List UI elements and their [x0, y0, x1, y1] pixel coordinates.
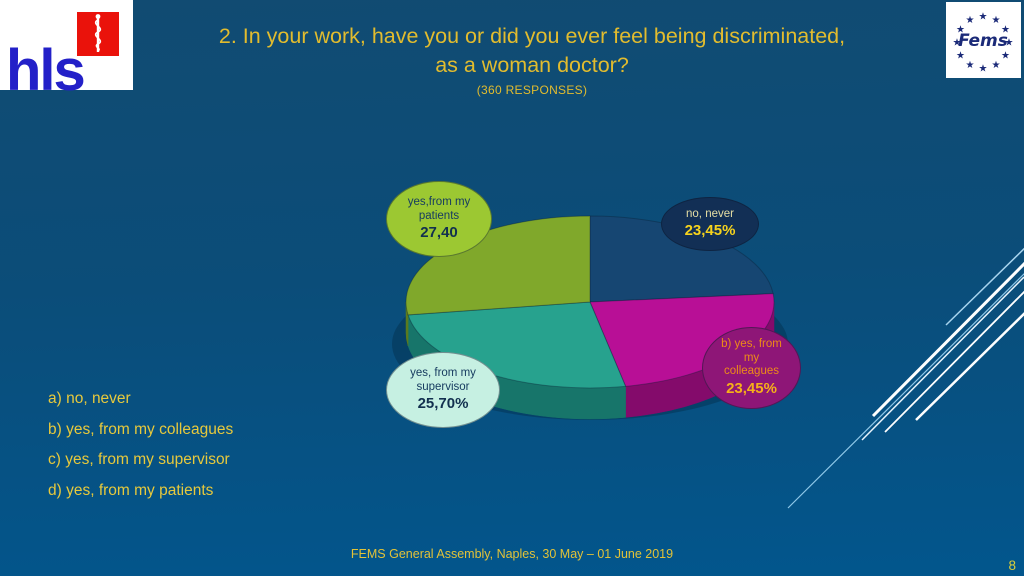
slide-title-line2: as a woman doctor? [435, 53, 629, 77]
svg-text:★: ★ [1001, 51, 1010, 62]
page-number: 8 [1008, 558, 1016, 573]
fems-logo-text: Fems [958, 31, 1008, 51]
slide-subtitle: (360 RESPONSES) [476, 83, 588, 97]
svg-text:★: ★ [979, 12, 988, 23]
callout-never-label: no, never [686, 207, 734, 220]
answer-item-c: c) yes, from my supervisor [48, 451, 230, 468]
answer-item-a: a) no, never [48, 390, 131, 407]
callout-never-value: 23,45% [684, 222, 736, 240]
callout-supervisor-label: yes, from my supervisor [410, 367, 476, 393]
callout-colleagues-label: b) yes, from my colleagues [721, 338, 782, 378]
svg-text:★: ★ [1001, 25, 1010, 36]
fems-logo: ★ ★ ★ ★ ★ ★ ★ ★ ★ ★ ★ ★ Fems [946, 2, 1021, 78]
answer-item-b: b) yes, from my colleagues [48, 420, 234, 438]
answer-options: a) no, never b) yes, from my colleagues … [48, 390, 233, 512]
svg-text:★: ★ [992, 60, 1001, 71]
hls-logo-text: hls [6, 38, 86, 103]
rod-of-asclepius-icon [77, 12, 119, 56]
callout-patients-label: yes,from my patients [407, 196, 471, 222]
eu-stars-icon: ★ ★★★★★★★★★★★ Fems [953, 12, 1014, 75]
svg-text:★: ★ [966, 60, 975, 71]
callout-colleagues: b) yes, from my colleagues 23,45% [702, 327, 801, 409]
svg-text:★: ★ [979, 64, 988, 75]
callout-patients-value: 27,40 [420, 224, 458, 242]
svg-text:★: ★ [992, 15, 1001, 26]
answer-item-d: d) yes, from my patients [48, 481, 214, 499]
svg-text:★: ★ [966, 15, 975, 26]
svg-text:★: ★ [953, 38, 962, 49]
title-block: 2. In your work, have you or did you eve… [140, 22, 924, 97]
callout-patients: yes,from my patients 27,40 [386, 181, 492, 257]
hls-logo: hls [0, 0, 133, 100]
callout-colleagues-value: 23,45% [726, 380, 777, 397]
svg-text:★: ★ [956, 25, 965, 36]
footer-text: FEMS General Assembly, Naples, 30 May – … [350, 547, 674, 561]
svg-text:★: ★ [1005, 38, 1014, 49]
slide-title-line1: 2. In your work, have you or did you eve… [218, 24, 846, 48]
callout-supervisor: yes, from my supervisor 25,70% [386, 352, 500, 428]
callout-never: no, never 23,45% [661, 197, 759, 251]
callout-supervisor-value: 25,70% [417, 395, 469, 413]
svg-text:★: ★ [956, 51, 965, 62]
